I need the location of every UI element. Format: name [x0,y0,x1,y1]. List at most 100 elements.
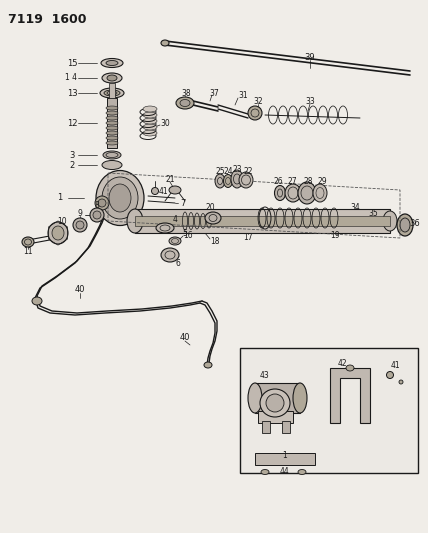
Ellipse shape [106,136,118,140]
Bar [255,453,315,465]
Ellipse shape [161,40,169,46]
Ellipse shape [231,170,243,188]
Ellipse shape [22,237,34,247]
Text: 15: 15 [67,59,77,68]
Ellipse shape [143,124,157,130]
Text: 41: 41 [390,360,400,369]
Ellipse shape [100,88,124,98]
Ellipse shape [107,75,117,81]
Text: 25: 25 [215,166,225,175]
Ellipse shape [143,112,157,118]
Text: 40: 40 [180,334,190,343]
Ellipse shape [106,141,118,145]
Ellipse shape [176,97,194,109]
Bar [262,421,270,433]
Text: 36: 36 [410,219,420,228]
Text: 7: 7 [180,198,186,207]
Text: 24: 24 [223,166,233,175]
Ellipse shape [106,106,118,110]
Ellipse shape [152,188,158,195]
Text: 21: 21 [165,174,175,183]
Ellipse shape [204,362,212,368]
Text: 44: 44 [280,466,290,475]
Ellipse shape [260,389,290,417]
Text: 20: 20 [205,203,215,212]
Text: 35: 35 [368,209,378,219]
Ellipse shape [169,237,181,245]
Text: 12: 12 [67,118,77,127]
Text: 2: 2 [69,160,74,169]
Text: 43: 43 [260,370,270,379]
Text: 18: 18 [210,238,220,246]
Text: 9: 9 [77,208,83,217]
Ellipse shape [102,177,138,219]
Ellipse shape [90,208,104,222]
Ellipse shape [73,218,87,232]
Text: 16: 16 [183,230,193,239]
Ellipse shape [102,160,122,169]
Ellipse shape [383,211,397,231]
Text: 30: 30 [160,118,170,127]
Polygon shape [330,368,370,423]
Text: 29: 29 [317,176,327,185]
Ellipse shape [399,380,403,384]
Ellipse shape [102,73,122,83]
Ellipse shape [106,116,118,120]
Ellipse shape [313,184,327,202]
Ellipse shape [261,470,269,474]
Ellipse shape [52,226,64,240]
Ellipse shape [205,212,221,224]
Text: 4: 4 [172,215,178,224]
Text: 17: 17 [243,232,253,241]
Text: 1: 1 [57,193,62,203]
Text: 23: 23 [232,166,242,174]
Text: 37: 37 [209,88,219,98]
Bar [255,383,300,413]
Ellipse shape [106,131,118,135]
Ellipse shape [98,199,106,207]
Ellipse shape [106,121,118,125]
Ellipse shape [95,196,109,210]
Text: 31: 31 [238,92,248,101]
Ellipse shape [143,106,157,112]
Ellipse shape [285,184,301,202]
Ellipse shape [156,223,174,233]
Text: 34: 34 [350,204,360,213]
Text: 38: 38 [181,88,191,98]
Ellipse shape [127,209,143,233]
Ellipse shape [215,174,225,188]
Ellipse shape [169,186,181,194]
Ellipse shape [274,185,285,200]
Bar [282,421,290,433]
Ellipse shape [101,59,123,68]
Text: 42: 42 [337,359,347,367]
Text: 10: 10 [57,216,67,225]
Text: 13: 13 [67,88,77,98]
Bar [135,209,390,233]
Text: 40: 40 [75,286,85,295]
Ellipse shape [248,383,262,413]
Ellipse shape [143,118,157,124]
Bar [240,348,418,473]
Ellipse shape [106,111,118,115]
Text: 41: 41 [158,187,168,196]
Text: 7119  1600: 7119 1600 [8,13,86,26]
Ellipse shape [400,218,410,232]
Ellipse shape [106,126,118,130]
Ellipse shape [161,248,179,262]
Ellipse shape [107,91,117,95]
Ellipse shape [180,100,190,107]
Ellipse shape [298,470,306,474]
Text: 22: 22 [243,166,253,175]
Ellipse shape [48,222,68,244]
Ellipse shape [143,130,157,136]
Ellipse shape [239,172,253,188]
Ellipse shape [76,221,84,229]
Text: 27: 27 [287,176,297,185]
Ellipse shape [266,394,284,412]
Text: 6: 6 [175,259,181,268]
Ellipse shape [346,365,354,371]
Text: 3: 3 [69,150,75,159]
Ellipse shape [106,61,118,66]
Ellipse shape [103,151,121,159]
